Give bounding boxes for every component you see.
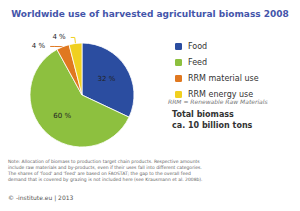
svg-text:Worldwide use of harvested agr: Worldwide use of harvested agricultural …	[11, 9, 289, 19]
svg-text:4 %: 4 %	[32, 42, 46, 50]
svg-text:ca. 10 billion tons: ca. 10 billion tons	[172, 121, 253, 130]
svg-text:32 %: 32 %	[98, 75, 116, 83]
svg-text:include raw materials and by-p: include raw materials and by-products, e…	[8, 165, 202, 170]
svg-text:Feed: Feed	[188, 58, 207, 67]
svg-text:demand that is covered by graz: demand that is covered by grazing is not…	[8, 177, 203, 182]
svg-text:The shares of 'food' and 'feed: The shares of 'food' and 'feed' are base…	[7, 171, 191, 176]
svg-text:Food: Food	[188, 42, 207, 51]
svg-text:© -institute.eu | 2013: © -institute.eu | 2013	[8, 194, 74, 202]
svg-text:RRM energy use: RRM energy use	[188, 90, 253, 99]
svg-text:4 %: 4 %	[52, 33, 66, 41]
svg-text:60 %: 60 %	[53, 112, 71, 120]
svg-text:Note: Allocation of biomass to: Note: Allocation of biomass to productio…	[8, 159, 200, 164]
svg-text:RRM = Renewable Raw Materials: RRM = Renewable Raw Materials	[168, 97, 268, 105]
svg-text:RRM material use: RRM material use	[188, 74, 259, 83]
svg-text:Total biomass: Total biomass	[172, 110, 234, 119]
